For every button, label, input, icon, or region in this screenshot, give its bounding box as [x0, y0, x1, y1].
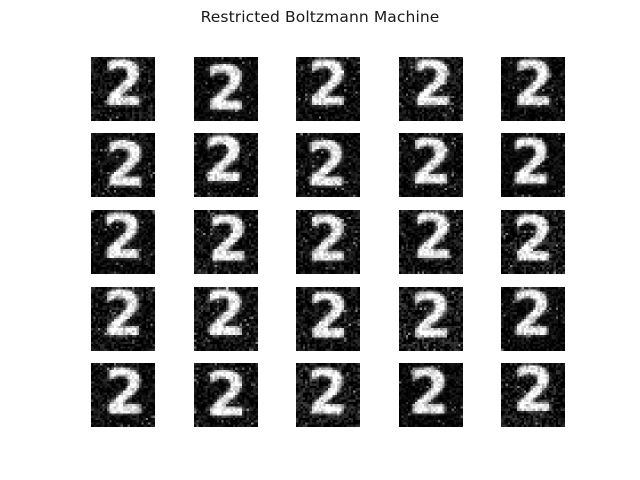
sample-image-r1-c5	[501, 57, 565, 121]
sample-image-r3-c3	[296, 210, 360, 274]
sample-image-r1-c2	[194, 57, 258, 121]
sample-image-r5-c3	[296, 363, 360, 427]
sample-image-r3-c2	[194, 210, 258, 274]
sample-image-r4-c2	[194, 287, 258, 351]
sample-image-r1-c3	[296, 57, 360, 121]
sample-image-r2-c1	[91, 133, 155, 197]
sample-image-r5-c4	[399, 363, 463, 427]
sample-image-r4-c4	[399, 287, 463, 351]
sample-image-r5-c5	[501, 363, 565, 427]
sample-image-r3-c1	[91, 210, 155, 274]
figure-title: Restricted Boltzmann Machine	[200, 8, 440, 26]
sample-image-r2-c5	[501, 133, 565, 197]
sample-image-r3-c4	[399, 210, 463, 274]
sample-image-r2-c3	[296, 133, 360, 197]
sample-image-r2-c2	[194, 133, 258, 197]
sample-image-r4-c3	[296, 287, 360, 351]
sample-image-r1-c1	[91, 57, 155, 121]
sample-image-r1-c4	[399, 57, 463, 121]
sample-image-r5-c2	[194, 363, 258, 427]
sample-image-r3-c5	[501, 210, 565, 274]
sample-image-r2-c4	[399, 133, 463, 197]
sample-image-r4-c1	[91, 287, 155, 351]
sample-image-r5-c1	[91, 363, 155, 427]
sample-image-r4-c5	[501, 287, 565, 351]
